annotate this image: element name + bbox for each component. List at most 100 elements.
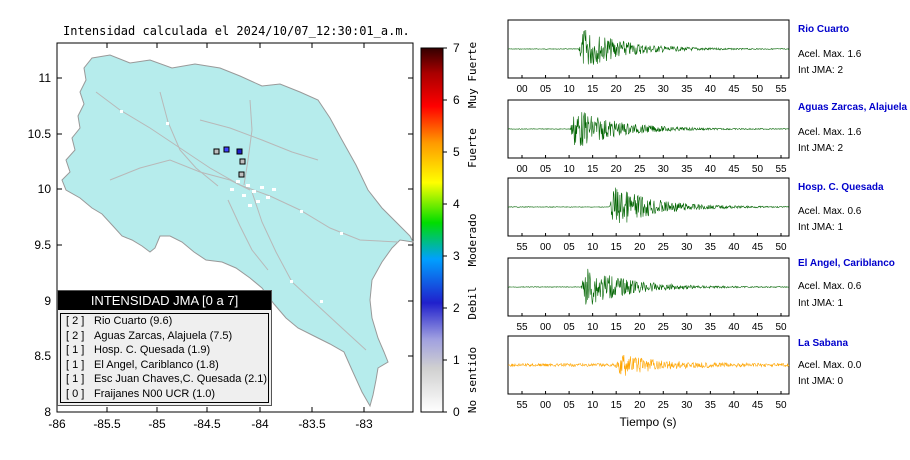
lat-tick-label: 10 <box>38 182 52 196</box>
station-marker <box>236 148 243 155</box>
station-marker <box>223 146 230 153</box>
station-accel: Acel. Max. 1.6 <box>798 127 862 138</box>
station-jma: Int JMA: 2 <box>798 143 844 154</box>
colorbar-tick-label: 3 <box>453 249 460 263</box>
time-tick-label: 25 <box>658 400 670 411</box>
time-tick-label: 05 <box>540 164 552 175</box>
legend-entry: [ 2 ] Rio Cuarto (9.6) <box>66 315 173 327</box>
legend-entry: [ 1 ] El Angel, Cariblanco (1.8) <box>66 358 219 371</box>
costa-rica-landmass <box>61 54 414 408</box>
time-tick-label: 15 <box>611 242 623 253</box>
time-tick-label: 15 <box>587 164 599 175</box>
legend-title: INTENSIDAD JMA [0 a 7] <box>58 291 271 310</box>
lat-tick-label: 8 <box>44 405 51 419</box>
time-tick-label: 30 <box>681 400 693 411</box>
lat-tick-label: 11 <box>39 71 52 85</box>
time-tick-label: 45 <box>728 84 740 95</box>
lon-tick-label: -83 <box>355 417 373 431</box>
time-tick-label: 10 <box>564 84 576 95</box>
time-tick-label: 30 <box>658 164 670 175</box>
time-tick-label: 30 <box>681 242 693 253</box>
colorbar-tick-label: 5 <box>453 145 460 159</box>
time-axis-label: Tiempo (s) <box>620 415 677 429</box>
colorbar-tick-label: 6 <box>453 93 460 107</box>
colorbar-category-label: No sentido <box>466 347 479 413</box>
legend-entry: [ 1 ] Esc Juan Chaves,C. Quesada (2.1) <box>66 373 268 385</box>
station-accel: Acel. Max. 0.0 <box>798 360 862 371</box>
station-marker <box>238 171 245 178</box>
time-tick-label: 35 <box>705 400 717 411</box>
time-tick-label: 20 <box>611 164 623 175</box>
time-tick-label: 50 <box>775 242 787 253</box>
map-title: Intensidad calculada el 2024/10/07_12:30… <box>63 24 410 38</box>
time-tick-label: 25 <box>634 84 646 95</box>
time-tick-label: 40 <box>728 322 740 333</box>
colorbar-tick-label: 4 <box>453 197 460 211</box>
legend-entry: [ 1 ] Hosp. C. Quesada (1.9) <box>66 344 211 356</box>
time-tick-label: 35 <box>705 322 717 333</box>
time-tick-label: 00 <box>540 242 552 253</box>
seismogram-trace <box>508 354 790 376</box>
time-tick-label: 10 <box>587 322 599 333</box>
time-tick-label: 25 <box>634 164 646 175</box>
time-tick-label: 10 <box>587 400 599 411</box>
time-tick-label: 40 <box>705 84 717 95</box>
colorbar-category-label: Muy Fuerte <box>466 42 479 108</box>
intensity-legend: INTENSIDAD JMA [0 a 7] [ 2 ] Rio Cuarto (… <box>57 290 272 406</box>
time-tick-label: 00 <box>540 322 552 333</box>
time-tick-label: 40 <box>705 164 717 175</box>
time-tick-label: 50 <box>775 400 787 411</box>
seismogram-trace <box>508 29 790 65</box>
time-tick-label: 20 <box>611 84 623 95</box>
station-accel: Acel. Max. 1.6 <box>798 49 862 60</box>
time-tick-label: 30 <box>681 322 693 333</box>
time-tick-label: 35 <box>681 84 693 95</box>
time-tick-label: 15 <box>611 322 623 333</box>
time-tick-label: 10 <box>564 164 576 175</box>
station-marker <box>213 148 220 155</box>
station-accel: Acel. Max. 0.6 <box>798 281 862 292</box>
station-name: Aguas Zarcas, Alajuela <box>798 102 908 113</box>
seismogram-trace <box>508 268 790 305</box>
time-tick-label: 15 <box>611 400 623 411</box>
jma-colorbar <box>420 47 444 413</box>
colorbar-category-label: Moderado <box>466 214 479 267</box>
road-network <box>95 91 399 351</box>
colorbar-tick-label: 1 <box>453 353 460 367</box>
lat-tick-label: 8.5 <box>34 349 51 363</box>
time-tick-label: 50 <box>775 322 787 333</box>
station-name: La Sabana <box>798 338 849 349</box>
station-dots <box>120 110 343 303</box>
time-tick-label: 55 <box>775 164 787 175</box>
time-tick-label: 35 <box>705 242 717 253</box>
legend-entry: [ 0 ] Fraijanes N00 UCR (1.0) <box>66 387 216 400</box>
time-tick-label: 05 <box>564 242 576 253</box>
time-tick-label: 55 <box>516 400 528 411</box>
time-tick-label: 55 <box>516 322 528 333</box>
lon-tick-label: -84.5 <box>193 417 221 431</box>
time-tick-label: 50 <box>752 164 764 175</box>
time-tick-label: 50 <box>752 84 764 95</box>
lon-tick-label: -85 <box>148 417 166 431</box>
time-tick-label: 20 <box>634 400 646 411</box>
time-tick-label: 25 <box>658 242 670 253</box>
station-jma: Int JMA: 2 <box>798 65 844 76</box>
lon-tick-label: -86 <box>48 417 66 431</box>
time-tick-label: 45 <box>752 242 764 253</box>
time-tick-label: 05 <box>564 400 576 411</box>
time-tick-label: 10 <box>587 242 599 253</box>
lon-tick-label: -83.5 <box>298 417 326 431</box>
station-name: El Angel, Cariblanco <box>798 258 895 269</box>
time-tick-label: 35 <box>681 164 693 175</box>
seismogram-trace <box>507 187 790 224</box>
lon-tick-label: -84 <box>251 417 269 431</box>
station-accel: Acel. Max. 0.6 <box>798 206 862 217</box>
station-marker <box>239 158 246 165</box>
colorbar-category-label: Fuerte <box>466 128 479 168</box>
time-tick-label: 40 <box>728 242 740 253</box>
time-tick-label: 20 <box>634 322 646 333</box>
time-tick-label: 05 <box>540 84 552 95</box>
lat-tick-label: 9.5 <box>34 238 51 252</box>
station-jma: Int JMA: 0 <box>798 376 844 387</box>
colorbar-tick-label: 0 <box>453 405 460 419</box>
